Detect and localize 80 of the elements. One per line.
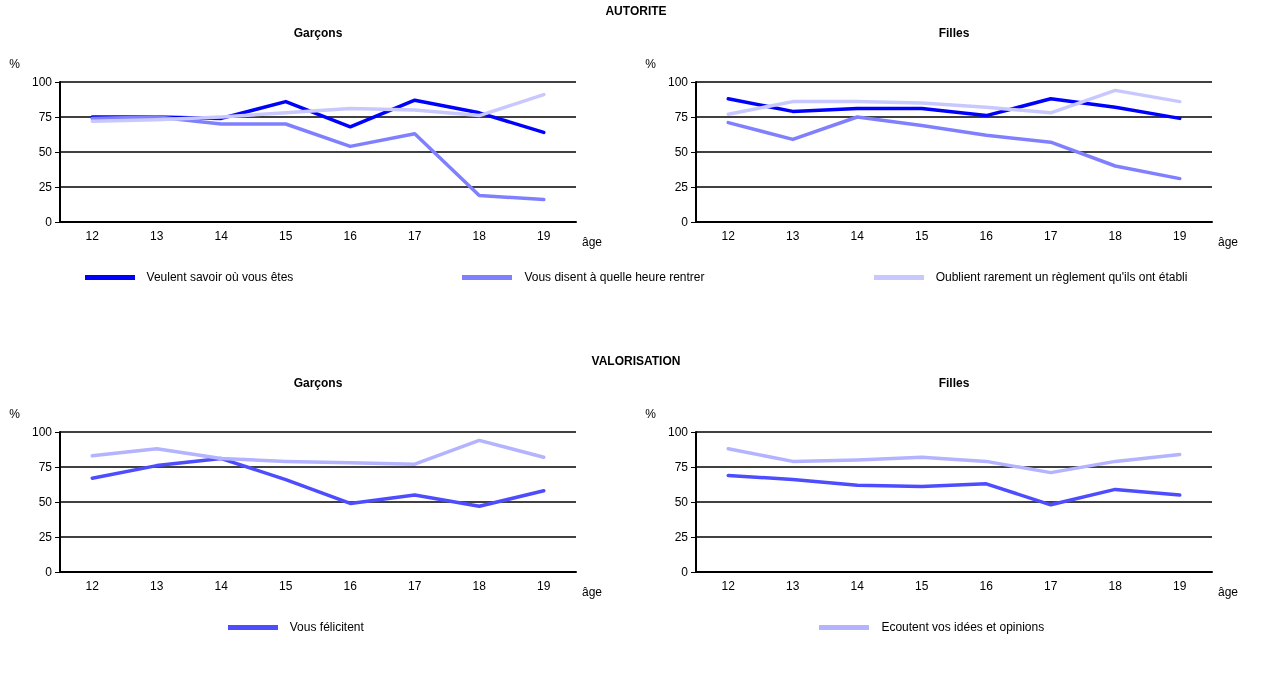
y-axis-title: % [645, 407, 657, 421]
x-tick-label: 14 [850, 229, 865, 243]
y-tick-label: 25 [38, 180, 53, 194]
x-axis-title: âge [582, 235, 603, 249]
y-tick-label: 50 [674, 145, 689, 159]
x-tick-label: 13 [786, 229, 800, 243]
x-tick-label: 12 [85, 229, 100, 243]
line-series [90, 115, 546, 202]
x-tick-label: 12 [721, 229, 736, 243]
x-tick-label: 19 [1173, 579, 1187, 593]
line-series [726, 97, 1182, 121]
x-tick-label: 19 [1173, 229, 1187, 243]
chart-title: Filles [938, 376, 970, 390]
text: AUTORITE [604, 4, 668, 18]
chart-title: Garçons [293, 376, 343, 390]
x-tick-label: 18 [472, 579, 487, 593]
y-tick-label: 75 [38, 460, 53, 474]
x-tick-label: 16 [343, 579, 358, 593]
y-tick-label: 100 [31, 75, 53, 89]
x-axis-title: âge [582, 585, 603, 599]
x-tick-label: 13 [150, 229, 164, 243]
y-tick-label: 0 [45, 565, 53, 579]
line-series [90, 92, 546, 123]
x-tick-label: 18 [1108, 579, 1123, 593]
y-tick-label: 100 [667, 425, 689, 439]
x-tick-label: 12 [85, 579, 100, 593]
line-series [90, 438, 546, 466]
line-series [90, 456, 546, 508]
y-tick-label: 100 [31, 425, 53, 439]
x-tick-label: 14 [214, 579, 229, 593]
legend-label: Ecoutent vos idées et opinions [881, 620, 1045, 634]
line-series [726, 473, 1182, 507]
x-tick-label: 18 [472, 229, 487, 243]
legend-label: Oublient rarement un règlement qu'ils ont établi [935, 270, 1188, 284]
y-tick-label: 25 [674, 180, 689, 194]
y-tick-label: 25 [38, 530, 53, 544]
x-tick-label: 14 [850, 579, 865, 593]
x-tick-label: 12 [721, 579, 736, 593]
x-tick-label: 18 [1108, 229, 1123, 243]
chart-title: Garçons [293, 26, 343, 40]
x-tick-label: 13 [150, 579, 164, 593]
y-tick-label: 100 [667, 75, 689, 89]
text: VALORISATION [590, 354, 682, 368]
x-axis-title: âge [1218, 235, 1239, 249]
y-tick-label: 25 [674, 530, 689, 544]
x-tick-label: 15 [915, 229, 929, 243]
legend-label: Vous disent à quelle heure rentrer [524, 270, 705, 284]
line-series [726, 88, 1182, 116]
x-tick-label: 17 [1044, 229, 1058, 243]
x-tick-label: 14 [214, 229, 229, 243]
x-tick-label: 15 [279, 579, 293, 593]
legend-label: Veulent savoir où vous êtes [146, 270, 294, 284]
y-axis-title: % [9, 407, 21, 421]
x-tick-label: 16 [343, 229, 358, 243]
y-tick-label: 75 [674, 110, 689, 124]
x-tick-label: 17 [408, 229, 422, 243]
x-tick-label: 16 [979, 229, 994, 243]
y-tick-label: 50 [38, 145, 53, 159]
y-tick-label: 75 [38, 110, 53, 124]
y-axis-title: % [645, 57, 657, 71]
y-axis-title: % [9, 57, 21, 71]
x-tick-label: 19 [537, 229, 551, 243]
x-tick-label: 13 [786, 579, 800, 593]
y-tick-label: 0 [45, 215, 53, 229]
y-tick-label: 50 [674, 495, 689, 509]
chart-title: Filles [938, 26, 970, 40]
line-series [726, 115, 1182, 181]
line-series [726, 447, 1182, 475]
x-tick-label: 19 [537, 579, 551, 593]
y-tick-label: 75 [674, 460, 689, 474]
x-tick-label: 17 [1044, 579, 1058, 593]
y-tick-label: 50 [38, 495, 53, 509]
y-tick-label: 0 [681, 215, 689, 229]
legend-label: Vous félicitent [289, 620, 364, 634]
x-axis-title: âge [1218, 585, 1239, 599]
x-tick-label: 15 [279, 229, 293, 243]
x-tick-label: 17 [408, 579, 422, 593]
x-tick-label: 16 [979, 579, 994, 593]
x-tick-label: 15 [915, 579, 929, 593]
y-tick-label: 0 [681, 565, 689, 579]
